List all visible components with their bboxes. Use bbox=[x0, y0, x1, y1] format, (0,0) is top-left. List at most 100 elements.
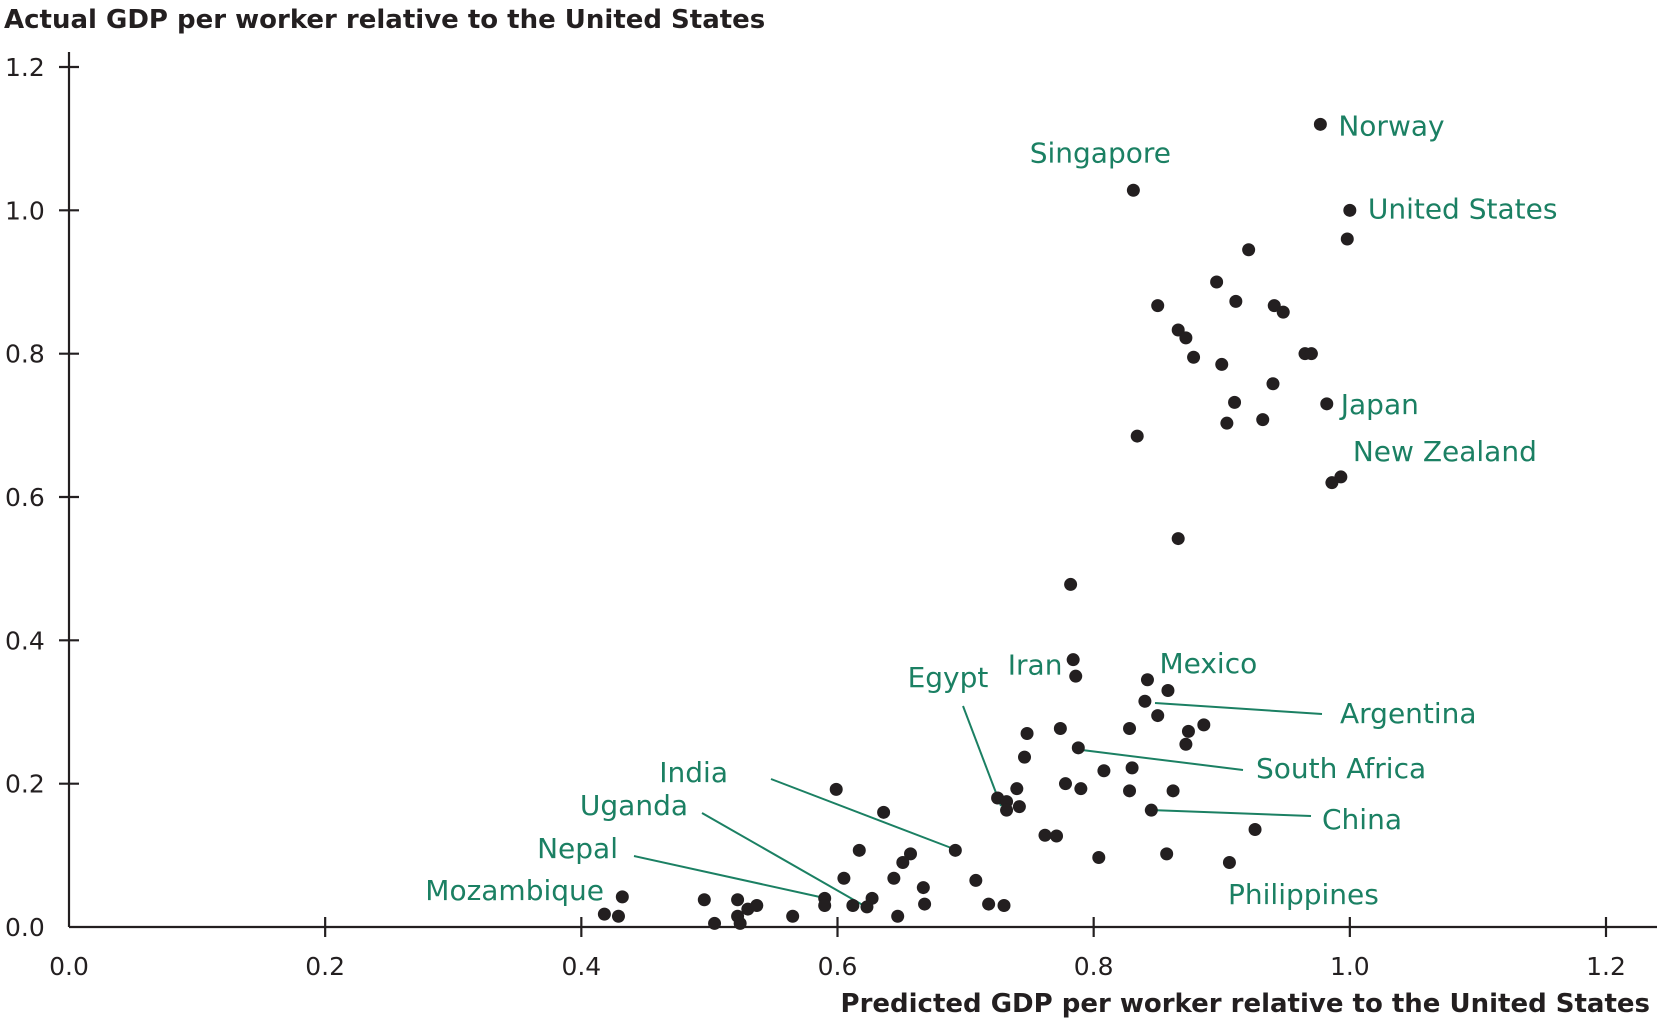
country-label: South Africa bbox=[1256, 752, 1426, 785]
data-point bbox=[1126, 183, 1140, 197]
leader-line bbox=[770, 778, 955, 850]
data-point bbox=[708, 916, 722, 930]
country-label: India bbox=[659, 756, 728, 789]
data-point bbox=[1220, 416, 1234, 430]
data-point bbox=[904, 847, 918, 861]
x-tick-label: 0.0 bbox=[49, 952, 89, 981]
data-point bbox=[997, 899, 1011, 912]
data-point bbox=[860, 900, 874, 914]
leader-line bbox=[701, 812, 869, 909]
data-point bbox=[916, 881, 930, 895]
data-point bbox=[1058, 777, 1072, 791]
data-point bbox=[837, 871, 851, 885]
data-points bbox=[597, 117, 1357, 930]
axis-ticks: 0.0 0.2 0.4 0.6 0.8 1.0 1.2 0.0 0.2 0.4 0.6 0.8 1.0 1… bbox=[5, 53, 1626, 981]
data-point bbox=[1160, 847, 1174, 861]
data-point bbox=[1130, 429, 1144, 443]
data-point bbox=[1343, 203, 1357, 217]
data-point bbox=[1171, 532, 1185, 546]
country-label: Mozambique bbox=[425, 874, 604, 907]
data-point bbox=[1229, 294, 1243, 308]
data-point bbox=[1197, 718, 1211, 732]
data-point bbox=[731, 893, 745, 907]
country-label: Uganda bbox=[580, 789, 688, 822]
data-point bbox=[1097, 764, 1111, 778]
country-label: New Zealand bbox=[1353, 435, 1537, 468]
x-tick-label: 1.0 bbox=[1330, 952, 1370, 981]
country-label: Singapore bbox=[1030, 136, 1171, 169]
data-point bbox=[1123, 784, 1137, 798]
data-point bbox=[1066, 653, 1080, 667]
y-tick-label: 0.8 bbox=[5, 340, 45, 369]
x-axis-title: Predicted GDP per worker relative to the… bbox=[841, 989, 1650, 1019]
data-point bbox=[891, 909, 905, 923]
data-point bbox=[1181, 724, 1195, 738]
data-point bbox=[1038, 828, 1052, 842]
data-point bbox=[615, 890, 629, 904]
leader-line bbox=[1149, 809, 1312, 817]
country-label: China bbox=[1322, 803, 1402, 836]
country-label: Argentina bbox=[1340, 697, 1477, 730]
data-point bbox=[1123, 721, 1137, 735]
data-point bbox=[1256, 413, 1270, 427]
data-point bbox=[1166, 784, 1180, 798]
y-tick-label: 0.6 bbox=[5, 483, 45, 512]
data-point bbox=[877, 805, 891, 819]
data-point bbox=[887, 871, 901, 885]
data-point bbox=[818, 899, 832, 912]
data-point bbox=[829, 782, 843, 796]
country-label: Nepal bbox=[537, 832, 618, 865]
data-point bbox=[948, 843, 962, 857]
data-point bbox=[1248, 823, 1262, 837]
country-labels: Norway Singapore United States Japan New Zea… bbox=[425, 109, 1557, 911]
data-point bbox=[1010, 782, 1024, 796]
data-point bbox=[1125, 761, 1139, 775]
data-point bbox=[1069, 669, 1083, 683]
data-point bbox=[1064, 577, 1078, 591]
data-point bbox=[1074, 782, 1088, 796]
data-point bbox=[1092, 850, 1106, 864]
data-point bbox=[1138, 694, 1152, 708]
data-point bbox=[1313, 117, 1327, 131]
data-point bbox=[1210, 275, 1224, 289]
country-label: Egypt bbox=[908, 661, 989, 694]
data-point bbox=[1222, 856, 1236, 869]
data-point bbox=[750, 899, 764, 912]
data-point bbox=[1320, 397, 1334, 411]
x-tick-label: 0.2 bbox=[305, 952, 345, 981]
data-point bbox=[969, 873, 983, 887]
leader-line bbox=[1081, 749, 1244, 771]
data-point bbox=[1053, 721, 1067, 735]
data-point bbox=[1071, 741, 1085, 755]
data-point bbox=[846, 899, 860, 912]
data-point bbox=[786, 909, 800, 923]
data-point bbox=[1267, 299, 1281, 313]
data-point bbox=[1151, 299, 1165, 313]
data-point bbox=[1325, 476, 1339, 490]
data-point bbox=[1140, 673, 1154, 687]
y-axis-title: Actual GDP per worker relative to the Un… bbox=[4, 5, 765, 35]
data-point bbox=[1179, 737, 1193, 751]
data-point bbox=[1050, 829, 1064, 843]
country-label: United States bbox=[1368, 192, 1558, 225]
data-point bbox=[982, 897, 996, 911]
data-point bbox=[1020, 727, 1034, 740]
data-point bbox=[1018, 750, 1032, 764]
y-tick-label: 0.0 bbox=[5, 913, 45, 942]
data-point bbox=[1215, 357, 1229, 371]
data-point bbox=[1012, 800, 1026, 814]
data-point bbox=[1161, 684, 1175, 697]
x-tick-label: 0.4 bbox=[561, 952, 601, 981]
data-point bbox=[1304, 347, 1318, 361]
y-tick-label: 1.0 bbox=[5, 196, 45, 225]
label-leader-lines bbox=[633, 702, 1323, 909]
country-label: Philippines bbox=[1228, 878, 1379, 911]
leader-line bbox=[633, 855, 830, 900]
leader-line bbox=[1154, 702, 1323, 715]
y-tick-label: 0.4 bbox=[5, 626, 45, 655]
data-point bbox=[733, 916, 747, 930]
data-point bbox=[1144, 803, 1158, 817]
data-point bbox=[1242, 243, 1256, 257]
data-point bbox=[1000, 803, 1014, 817]
